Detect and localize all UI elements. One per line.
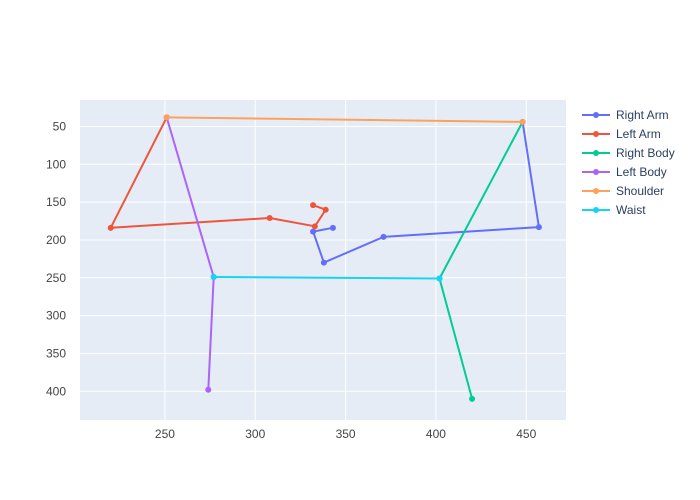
- data-point[interactable]: [535, 224, 542, 231]
- data-point[interactable]: [107, 224, 114, 231]
- y-tick-label: 50: [53, 119, 67, 133]
- x-tick-label: 250: [155, 427, 175, 441]
- legend-label: Left Arm: [616, 127, 661, 141]
- y-tick-label: 200: [46, 233, 66, 247]
- y-tick-label: 300: [46, 309, 66, 323]
- x-tick-label: 400: [426, 427, 446, 441]
- x-tick-label: 450: [516, 427, 536, 441]
- data-point[interactable]: [310, 202, 317, 209]
- legend-item[interactable]: Right Body: [582, 146, 675, 160]
- data-point[interactable]: [436, 275, 443, 282]
- data-point[interactable]: [311, 223, 318, 230]
- axis-tick-labels: 250 300 350 400 450 50 100 150 200 250 300 350 400: [46, 119, 537, 441]
- x-tick-label: 300: [245, 427, 265, 441]
- legend-label: Left Body: [616, 165, 667, 179]
- legend-marker: [593, 112, 599, 118]
- legend-marker: [593, 188, 599, 194]
- legend-marker: [593, 207, 599, 213]
- data-point[interactable]: [322, 206, 329, 213]
- y-tick-label: 400: [46, 384, 66, 398]
- series-line: [213, 276, 440, 280]
- data-point[interactable]: [380, 233, 387, 240]
- legend-marker: [593, 150, 599, 156]
- legend-marker: [593, 169, 599, 175]
- legend-item[interactable]: Right Arm: [582, 108, 669, 122]
- data-point[interactable]: [469, 395, 476, 402]
- data-point[interactable]: [210, 274, 217, 281]
- y-tick-label: 350: [46, 346, 66, 360]
- series-line: [166, 116, 523, 123]
- x-tick-label: 350: [336, 427, 356, 441]
- data-point[interactable]: [163, 114, 170, 121]
- series-waist: [210, 274, 443, 282]
- y-tick-label: 100: [46, 157, 66, 171]
- series-line: [312, 121, 540, 264]
- series-shoulder: [163, 114, 526, 125]
- data-point[interactable]: [266, 215, 273, 222]
- data-point[interactable]: [320, 259, 327, 266]
- legend-item[interactable]: Left Arm: [582, 127, 661, 141]
- y-tick-label: 150: [46, 195, 66, 209]
- legend-item[interactable]: Shoulder: [582, 184, 664, 198]
- legend-label: Shoulder: [616, 184, 664, 198]
- series-lines: [107, 114, 542, 402]
- legend-item[interactable]: Waist: [582, 203, 646, 217]
- legend[interactable]: Right Arm Left Arm Right Body Left Body Shou…: [582, 108, 675, 217]
- legend-label: Waist: [616, 203, 646, 217]
- data-point[interactable]: [310, 228, 317, 235]
- y-tick-label: 250: [46, 271, 66, 285]
- legend-label: Right Arm: [616, 108, 669, 122]
- legend-label: Right Body: [616, 146, 675, 160]
- data-point[interactable]: [519, 118, 526, 125]
- legend-marker: [593, 131, 599, 137]
- legend-item[interactable]: Left Body: [582, 165, 667, 179]
- data-point[interactable]: [205, 386, 212, 393]
- data-point[interactable]: [329, 224, 336, 231]
